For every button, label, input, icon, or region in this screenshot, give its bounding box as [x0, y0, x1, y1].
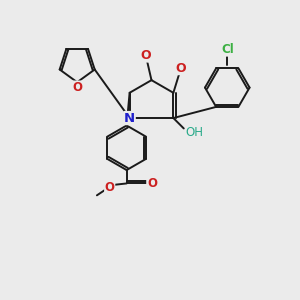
Text: O: O: [140, 49, 151, 62]
Text: Cl: Cl: [221, 43, 234, 56]
Text: OH: OH: [186, 126, 204, 140]
Text: O: O: [147, 177, 157, 190]
Text: O: O: [72, 81, 82, 94]
Text: O: O: [176, 61, 186, 75]
Text: N: N: [124, 112, 135, 124]
Text: O: O: [105, 181, 115, 194]
